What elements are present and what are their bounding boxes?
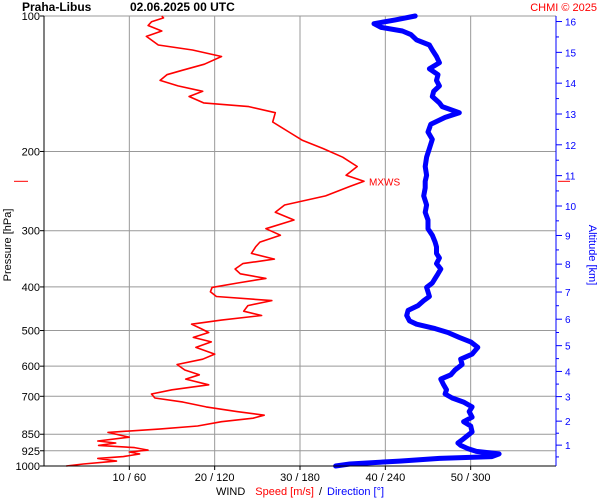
pressure-tick-label: 925 [22,446,40,458]
max-wind-label: MXWS [369,177,400,188]
credit-label: CHMI © 2025 [530,2,597,14]
pressure-tick-label: 1000 [16,461,40,473]
x-axis-title-speed: Speed [m/s] [255,486,314,498]
altitude-tick-label: 13 [565,110,577,121]
x-tick-label: 20 / 120 [195,472,235,484]
altitude-tick-label: 4 [565,367,571,378]
altitude-tick-label: 11 [565,172,576,183]
chart-title-station: Praha-Libus [22,0,92,14]
x-tick-label: 30 / 180 [280,472,320,484]
altitude-tick-label: 5 [565,342,571,353]
pressure-tick-label: 100 [22,11,40,23]
altitude-tick-label: 8 [565,260,571,271]
x-axis-title-separator: / [319,486,323,498]
x-tick-label: 50 / 300 [451,472,491,484]
pressure-tick-label: 200 [22,146,40,158]
pressure-tick-label: 500 [22,326,40,338]
x-tick-label: 40 / 240 [365,472,405,484]
chart-title-datetime: 02.06.2025 00 UTC [130,0,235,14]
altitude-tick-label: 12 [565,141,577,152]
x-axis-title-prefix: WIND [216,486,245,498]
altitude-tick-label: 1 [565,441,571,452]
direction-series-line [333,13,502,469]
pressure-tick-label: 600 [22,361,40,373]
altitude-tick-label: 3 [565,393,571,404]
x-tick-label: 10 / 60 [113,472,147,484]
altitude-tick-label: 9 [565,231,571,242]
y-axis-title: Pressure [hPa] [2,209,14,282]
altitude-tick-label: 16 [565,18,577,29]
altitude-tick-label: 10 [565,202,577,213]
pressure-tick-label: 850 [22,429,40,441]
x-axis-title: WIND Speed [m/s] / Direction [°] [216,486,384,498]
x-axis-title-direction: Direction [°] [327,486,384,498]
altitude-tick-label: 7 [565,288,571,299]
altitude-tick-label: 6 [565,315,571,326]
speed-series-line [66,15,365,467]
altitude-tick-label: 2 [565,417,571,428]
altitude-tick-label: 15 [565,48,577,59]
pressure-tick-label: 300 [22,226,40,238]
y2-axis-title: Altitude [km] [586,225,598,286]
pressure-tick-label: 700 [22,391,40,403]
altitude-tick-label: 14 [565,79,577,90]
pressure-tick-label: 400 [22,282,40,294]
